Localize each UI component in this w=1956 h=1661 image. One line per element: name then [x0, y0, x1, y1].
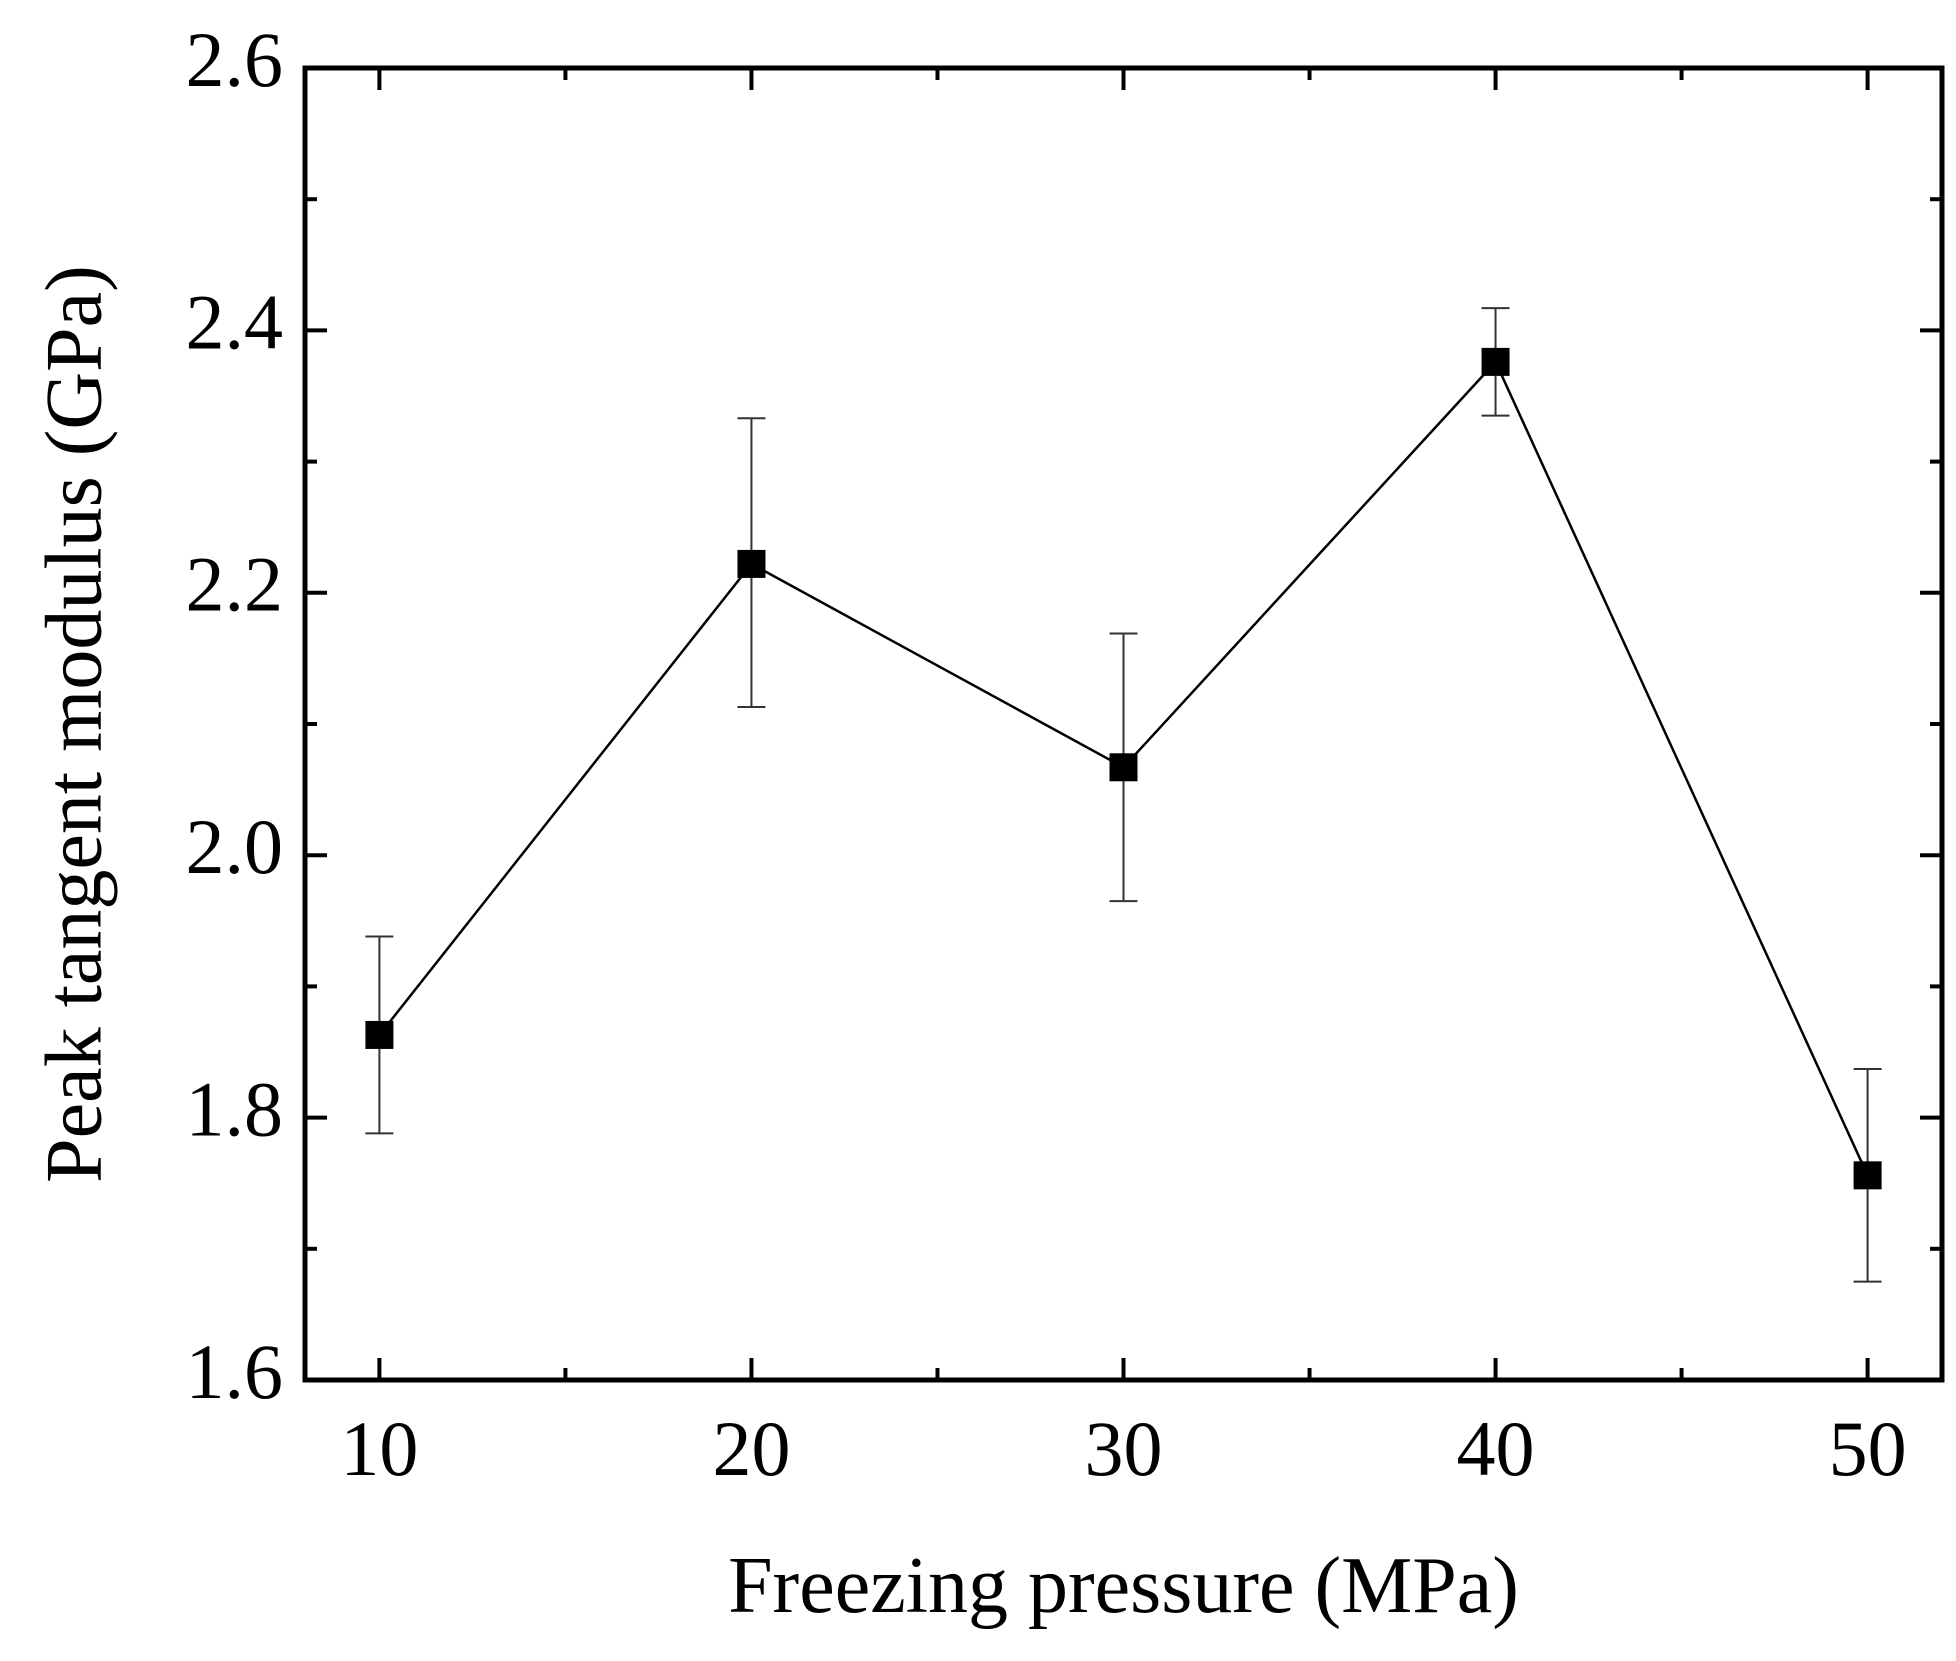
y-tick-label-5: 2.6	[186, 16, 284, 103]
data-point-3	[1481, 347, 1510, 376]
y-axis-ticks	[305, 66, 1942, 1382]
x-tick-label-0: 10	[340, 1405, 418, 1492]
data-point-1	[737, 549, 766, 578]
y-tick-label-3: 2.2	[186, 541, 284, 628]
x-tick-label-2: 30	[1085, 1405, 1163, 1492]
data-point-2	[1109, 753, 1138, 782]
y-tick-label-4: 2.4	[186, 278, 284, 365]
y-tick-label-1: 1.8	[186, 1066, 284, 1153]
x-axis-title: Freezing pressure (MPa)	[728, 1542, 1519, 1630]
x-tick-label-4: 50	[1829, 1405, 1907, 1492]
x-axis-tick-labels: 10 20 30 40 50	[340, 1405, 1906, 1492]
data-markers	[365, 347, 1882, 1190]
x-tick-label-1: 20	[712, 1405, 790, 1492]
x-tick-label-3: 40	[1457, 1405, 1535, 1492]
x-axis-ticks	[377, 68, 1870, 1380]
data-point-0	[365, 1020, 394, 1049]
y-tick-label-2: 2.0	[186, 803, 284, 890]
data-point-4	[1853, 1161, 1882, 1190]
y-tick-label-0: 1.6	[186, 1328, 284, 1415]
y-axis-title: Peak tangent modulus (GPa)	[30, 265, 118, 1183]
y-axis-tick-labels: 1.6 1.8 2.0 2.2 2.4 2.6	[186, 16, 284, 1415]
